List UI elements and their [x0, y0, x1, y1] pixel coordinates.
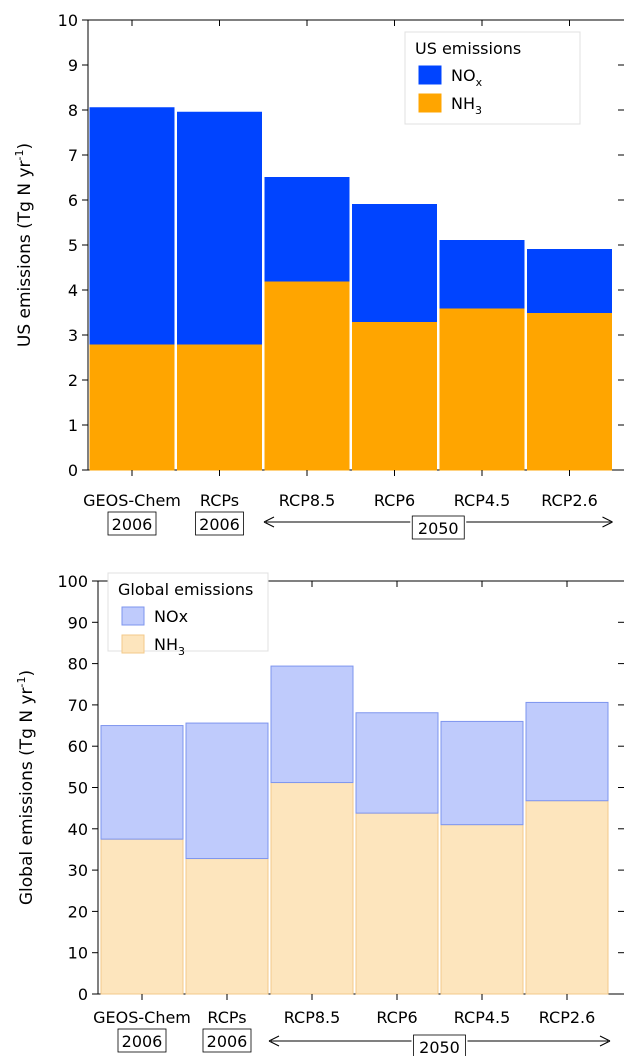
- year-box: [195, 511, 244, 536]
- x-tick-label: RCP6: [376, 1008, 417, 1027]
- y-axis-label: Global emissions (Tg N yr-1): [15, 670, 37, 905]
- x-tick-label: RCP4.5: [454, 1008, 511, 1027]
- bar-nh3: [355, 812, 439, 995]
- y-tick-label: 9: [68, 56, 78, 75]
- legend-swatch: [121, 634, 145, 654]
- y-tick-label: 0: [68, 461, 78, 480]
- x-year-label: 2006: [112, 515, 153, 534]
- y-tick-label: 40: [68, 820, 88, 839]
- y-tick-label: 100: [57, 572, 88, 591]
- y-tick-label: 80: [68, 655, 88, 674]
- y-tick-label: 20: [68, 902, 88, 921]
- group-arrow-head-right: [599, 1035, 611, 1047]
- bar-nox: [355, 712, 439, 814]
- y-tick-label: 1: [68, 416, 78, 435]
- bar-nh3: [185, 858, 269, 995]
- bar-nh3: [439, 307, 525, 471]
- bar-nox: [439, 240, 525, 309]
- x-tick-label: RCPs: [200, 491, 239, 510]
- chart-panel-2: 0 10 20 30 40 50 60 70 80 90 100 GEOS-Chem 2006 RCPs 2…: [15, 572, 624, 1056]
- group-arrow-head-left: [263, 516, 275, 528]
- x-tick-label: RCPs: [207, 1008, 246, 1027]
- group-arrow-head-right: [602, 516, 613, 528]
- year-box: [202, 1028, 252, 1053]
- legend: Global emissions NOx NH3: [107, 572, 269, 658]
- y-tick-label: 2: [68, 371, 78, 390]
- group-arrow-head-left: [268, 1035, 280, 1047]
- bar-nox: [352, 204, 437, 322]
- bar-nh3: [264, 280, 350, 471]
- year-box: [117, 1028, 167, 1053]
- bar-nh3: [525, 800, 609, 995]
- bar-nh3: [440, 824, 524, 995]
- bar-nox: [264, 177, 350, 282]
- y-tick-label: 4: [68, 281, 78, 300]
- y-tick-label: 10: [68, 944, 88, 963]
- y-tick-label: 10: [58, 11, 78, 30]
- bar-nox: [100, 725, 184, 840]
- legend-entry: NOx: [154, 607, 188, 626]
- y-tick-label: 3: [68, 326, 78, 345]
- chart-panel-1: 0 1 2 3 4 5 6 7 8 9 10 GEOS-Chem 2006 RCPs 2006 RCP8.5 R…: [13, 11, 624, 540]
- y-tick-label: 5: [68, 236, 78, 255]
- x-year-label: 2006: [199, 515, 240, 534]
- y-tick-label: 6: [68, 191, 78, 210]
- bar-nh3: [527, 312, 612, 471]
- legend-entry: NH3: [451, 94, 482, 117]
- x-tick-label: RCP8.5: [279, 491, 336, 510]
- bar-nox: [185, 722, 269, 860]
- y-tick-label: 90: [68, 613, 88, 632]
- y-tick-label: 70: [68, 696, 88, 715]
- bar-nh3: [270, 782, 354, 995]
- legend-swatch: [121, 606, 145, 626]
- y-tick-label: 0: [78, 985, 88, 1004]
- x-year-label: 2006: [207, 1032, 248, 1051]
- bar-nox: [89, 107, 175, 345]
- y-tick-label: 30: [68, 861, 88, 880]
- legend-title: US emissions: [415, 39, 521, 58]
- bar-nox: [525, 701, 609, 802]
- y-tick-label: 60: [68, 737, 88, 756]
- legend-title: Global emissions: [118, 580, 253, 599]
- bar-nox: [177, 111, 262, 345]
- year-box: [107, 511, 157, 536]
- bar-nox: [527, 249, 612, 313]
- x-year-label: 2006: [122, 1032, 163, 1051]
- y-axis-label: US emissions (Tg N yr-1): [13, 143, 35, 347]
- y-tick-label: 7: [68, 146, 78, 165]
- group-year-box: [411, 515, 465, 540]
- x-tick-label: RCP8.5: [284, 1008, 341, 1027]
- bar-nox: [270, 665, 354, 784]
- x-tick-label: RCP2.6: [541, 491, 598, 510]
- bar-nh3: [352, 321, 437, 471]
- x-tick-label: GEOS-Chem: [93, 1008, 191, 1027]
- x-tick-label: RCP4.5: [454, 491, 511, 510]
- x-tick-label: RCP6: [374, 491, 415, 510]
- legend-swatch: [418, 65, 442, 85]
- bar-nh3: [89, 343, 175, 471]
- bar-nh3: [177, 343, 262, 471]
- group-year-box: [413, 1034, 466, 1056]
- y-tick-label: 50: [68, 779, 88, 798]
- x-tick-label: GEOS-Chem: [83, 491, 181, 510]
- legend-entry: NOx: [451, 66, 483, 89]
- group-year-label: 2050: [418, 519, 459, 538]
- legend-entry: NH3: [154, 635, 185, 658]
- y-tick-label: 8: [68, 101, 78, 120]
- bar-nox: [440, 720, 524, 826]
- group-year-label: 2050: [419, 1038, 460, 1056]
- legend: US emissions NOx NH3: [404, 31, 581, 125]
- x-tick-label: RCP2.6: [539, 1008, 596, 1027]
- legend-swatch: [418, 93, 442, 113]
- bar-nh3: [100, 838, 184, 995]
